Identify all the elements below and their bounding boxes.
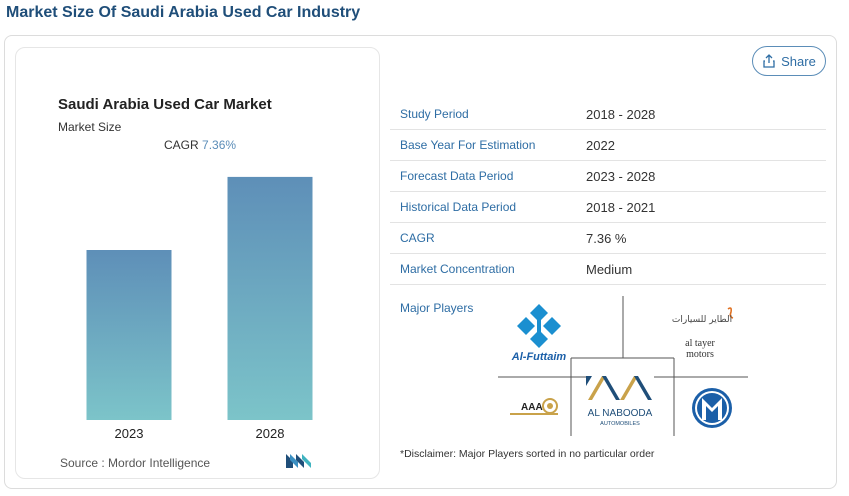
table-row: Study Period 2018 - 2028: [390, 99, 826, 130]
row-key: Study Period: [400, 107, 469, 121]
aaa-logo-icon: AAA: [510, 398, 558, 415]
share-button[interactable]: Share: [752, 46, 826, 76]
cagr-text: CAGR: [164, 138, 199, 152]
row-key: CAGR: [400, 231, 435, 245]
x-tick-label: 2023: [115, 426, 144, 441]
row-key: Historical Data Period: [400, 200, 517, 214]
cagr-value: 7.36%: [202, 138, 237, 152]
table-row: Market Concentration Medium: [390, 254, 826, 285]
page-title: Market Size Of Saudi Arabia Used Car Ind…: [6, 4, 361, 21]
chart-subtitle: Market Size: [58, 120, 122, 134]
players-logos: Al-Futtaim الطاير للسيارات al tayer moto…: [498, 296, 748, 436]
row-value: 2023 - 2028: [586, 168, 656, 184]
al-nabooda-line1: AL NABOODA: [588, 408, 653, 419]
al-tayer-line2: motors: [686, 349, 714, 360]
table-row: Forecast Data Period 2023 - 2028: [390, 161, 826, 192]
table-row: CAGR 7.36 %: [390, 223, 826, 254]
al-nabooda-line2: AUTOMOBILES: [600, 421, 640, 427]
row-value: 2018 - 2021: [586, 199, 656, 215]
al-tayer-logo-icon: الطاير للسيارات al tayer motors: [672, 307, 734, 360]
cagr-label: CAGR 7.36%: [164, 138, 236, 152]
mordor-logo-icon: [286, 454, 311, 468]
row-value: Medium: [586, 261, 633, 277]
share-icon: [763, 54, 775, 68]
al-futtaim-text: Al-Futtaim: [511, 351, 567, 363]
chart-title: Saudi Arabia Used Car Market: [58, 96, 272, 113]
chart-card: 2023 2028 Saudi Arabia Used Car Market Ma…: [15, 47, 380, 479]
bar-2028: [227, 176, 313, 420]
source-label: Source : Mordor Intelligence: [60, 456, 211, 470]
row-key: Forecast Data Period: [400, 169, 514, 183]
al-nabooda-logo-icon: AL NABOODA AUTOMOBILES: [586, 376, 654, 427]
share-label: Share: [781, 53, 816, 69]
row-value: 2022: [586, 137, 615, 153]
major-players-grid: Al-Futtaim الطاير للسيارات al tayer moto…: [496, 296, 748, 436]
disclaimer: *Disclaimer: Major Players sorted in no …: [400, 448, 655, 460]
al-futtaim-logo-icon: Al-Futtaim: [511, 304, 567, 363]
al-tayer-arabic: الطاير للسيارات: [672, 315, 732, 325]
bar-2023: [86, 250, 172, 420]
m-emblem-logo-icon: [692, 388, 732, 428]
row-key: Market Concentration: [400, 262, 515, 276]
table-row: Base Year For Estimation 2022: [390, 130, 826, 161]
table-row: Historical Data Period 2018 - 2021: [390, 192, 826, 223]
x-tick-label: 2028: [256, 426, 285, 441]
row-value: 7.36 %: [586, 230, 627, 246]
al-tayer-line1: al tayer: [685, 338, 715, 349]
bar-chart: 2023 2028: [86, 176, 313, 441]
major-players-label: Major Players: [400, 301, 474, 315]
aaa-text: AAA: [521, 402, 543, 413]
row-key: Base Year For Estimation: [400, 138, 536, 152]
info-table: Study Period 2018 - 2028 Base Year For E…: [390, 99, 826, 285]
row-value: 2018 - 2028: [586, 106, 656, 122]
